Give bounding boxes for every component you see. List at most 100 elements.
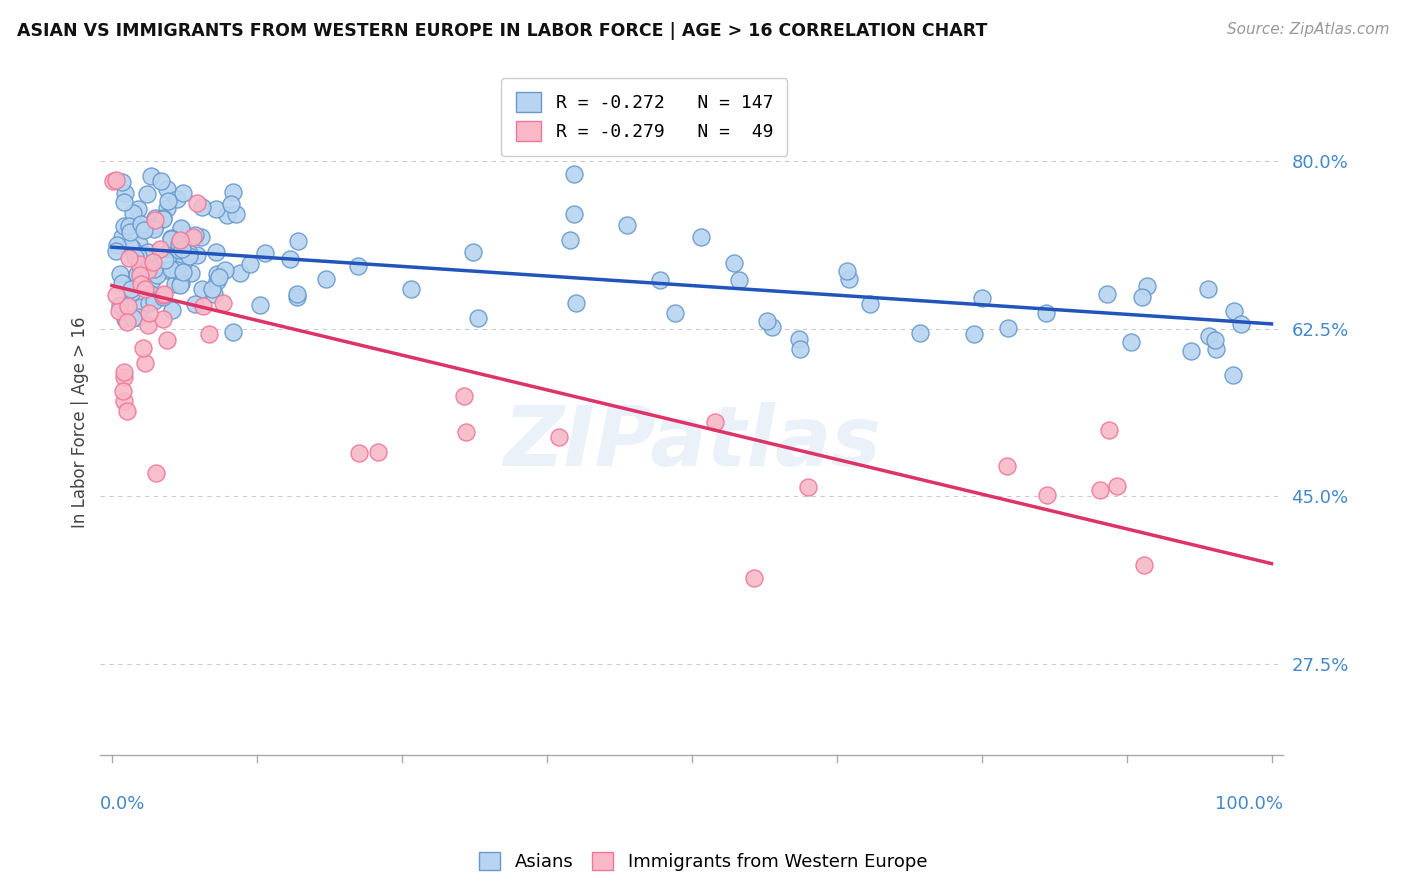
Point: [1197, 282, 1219, 296]
Point: [142, 254, 165, 268]
Point: [105, 244, 128, 258]
Point: [159, 240, 181, 254]
Point: [141, 273, 163, 287]
Point: [190, 229, 212, 244]
Point: [142, 262, 165, 277]
Point: [152, 287, 174, 301]
Point: [797, 480, 820, 494]
Point: [170, 277, 193, 291]
Point: [177, 246, 200, 260]
Point: [191, 299, 214, 313]
Legend: R = -0.272   N = 147, R = -0.279   N =  49: R = -0.272 N = 147, R = -0.279 N = 49: [502, 78, 787, 156]
Point: [180, 266, 202, 280]
Point: [399, 282, 422, 296]
Point: [160, 231, 183, 245]
Point: [1222, 368, 1244, 383]
Point: [141, 287, 163, 301]
Point: [165, 277, 187, 291]
Point: [108, 268, 131, 282]
Point: [191, 282, 214, 296]
Point: [166, 263, 188, 277]
Point: [170, 220, 193, 235]
Point: [453, 389, 475, 403]
Point: [1130, 290, 1153, 304]
Point: [1198, 329, 1220, 343]
Point: [186, 196, 208, 211]
Point: [787, 332, 810, 346]
Point: [1205, 343, 1227, 357]
Point: [285, 290, 308, 304]
Point: [129, 266, 152, 280]
Point: [616, 218, 638, 232]
Point: [838, 272, 860, 286]
Point: [136, 318, 159, 332]
Point: [278, 252, 301, 267]
Point: [215, 208, 238, 222]
Point: [1088, 483, 1111, 498]
Point: [564, 296, 586, 310]
Point: [201, 282, 224, 296]
Point: [347, 260, 370, 274]
Text: Source: ZipAtlas.com: Source: ZipAtlas.com: [1226, 22, 1389, 37]
Point: [127, 310, 149, 325]
Point: [703, 415, 725, 429]
Point: [184, 228, 207, 243]
Point: [135, 260, 157, 274]
Point: [112, 370, 135, 384]
Point: [117, 251, 139, 265]
Point: [249, 298, 271, 312]
Point: [208, 269, 231, 284]
Point: [114, 186, 136, 201]
Point: [756, 314, 779, 328]
Text: ZIPatlas: ZIPatlas: [503, 401, 880, 483]
Point: [1035, 488, 1057, 502]
Point: [112, 384, 135, 399]
Point: [115, 404, 138, 418]
Point: [742, 571, 765, 585]
Point: [142, 294, 165, 309]
Point: [172, 242, 194, 256]
Point: [108, 298, 131, 312]
Point: [136, 244, 159, 259]
Point: [761, 320, 783, 334]
Point: [138, 296, 160, 310]
Point: [690, 229, 713, 244]
Point: [222, 186, 245, 200]
Point: [214, 262, 236, 277]
Point: [127, 249, 149, 263]
Point: [159, 232, 181, 246]
Point: [166, 193, 188, 207]
Point: [997, 321, 1019, 335]
Point: [105, 173, 128, 187]
Point: [111, 175, 134, 189]
Point: [153, 287, 176, 301]
Point: [562, 168, 585, 182]
Point: [125, 268, 148, 282]
Point: [172, 265, 194, 279]
Point: [222, 326, 245, 340]
Point: [467, 311, 489, 326]
Point: [152, 290, 174, 304]
Point: [145, 219, 167, 234]
Point: [789, 342, 811, 356]
Point: [172, 186, 194, 200]
Point: [121, 285, 143, 300]
Point: [143, 211, 166, 226]
Point: [202, 286, 225, 301]
Point: [111, 276, 134, 290]
Point: [121, 241, 143, 255]
Point: [238, 257, 260, 271]
Point: [228, 266, 250, 280]
Point: [1035, 306, 1057, 320]
Point: [145, 466, 167, 480]
Point: [157, 194, 180, 208]
Point: [128, 268, 150, 282]
Point: [141, 169, 163, 184]
Point: [1107, 479, 1129, 493]
Point: [131, 300, 153, 314]
Point: [173, 253, 195, 268]
Point: [120, 239, 142, 253]
Point: [117, 299, 139, 313]
Point: [111, 229, 134, 244]
Point: [159, 243, 181, 257]
